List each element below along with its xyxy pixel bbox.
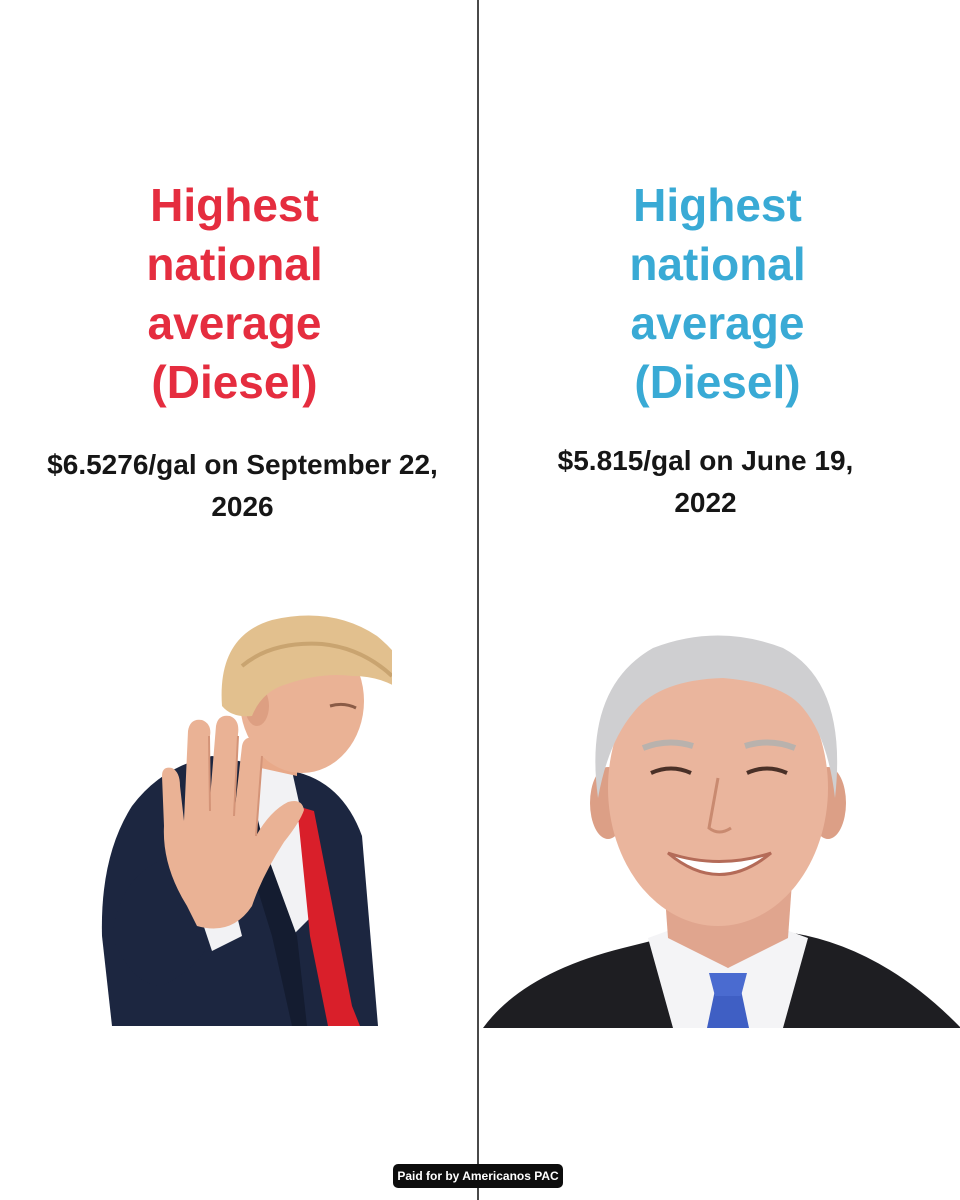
right-panel: Highest national average (Diesel) $5.815… bbox=[479, 0, 960, 1200]
right-price-text: $5.815/gal on June 19, 2022 bbox=[465, 440, 946, 524]
left-price-line: 2026 bbox=[211, 491, 274, 522]
left-price-text: $6.5276/gal on September 22, 2026 bbox=[4, 444, 481, 528]
right-headline-line: Highest bbox=[633, 179, 802, 231]
right-person-photo bbox=[483, 628, 960, 1028]
left-headline-line: Highest bbox=[150, 179, 319, 231]
left-person-photo bbox=[92, 606, 392, 1026]
right-price-line: $5.815/gal on June 19, bbox=[557, 445, 854, 476]
left-person-illustration bbox=[101, 615, 392, 1026]
right-headline-line: national bbox=[629, 238, 806, 290]
right-person-illustration bbox=[483, 635, 960, 1028]
left-headline: Highest national average (Diesel) bbox=[0, 176, 473, 412]
right-headline-line: (Diesel) bbox=[634, 356, 801, 408]
left-headline-line: (Diesel) bbox=[151, 356, 318, 408]
right-headline: Highest national average (Diesel) bbox=[477, 176, 958, 412]
center-divider bbox=[477, 0, 479, 1200]
left-headline-line: average bbox=[147, 297, 322, 349]
left-price-line: $6.5276/gal on September 22, bbox=[47, 449, 438, 480]
paid-for-disclaimer: Paid for by Americanos PAC bbox=[393, 1164, 563, 1188]
left-panel: Highest national average (Diesel) $6.527… bbox=[0, 0, 477, 1200]
right-price-line: 2022 bbox=[674, 487, 737, 518]
left-headline-line: national bbox=[146, 238, 323, 290]
right-headline-line: average bbox=[630, 297, 805, 349]
